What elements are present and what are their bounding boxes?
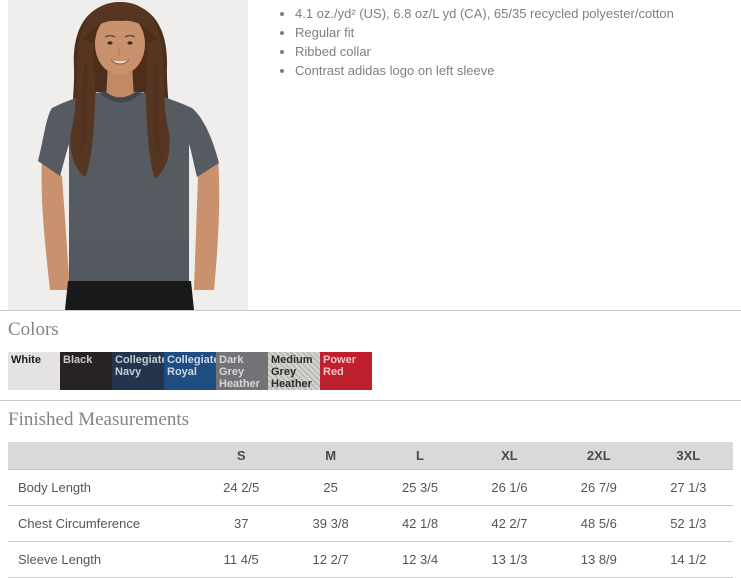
color-swatch-power-red[interactable]: Power Red (320, 352, 372, 390)
color-swatch-collegiate-royal[interactable]: Collegiate Royal (164, 352, 216, 390)
size-column-header: XL (464, 442, 555, 470)
size-column-header: S (196, 442, 286, 470)
measurement-label: Body Length (18, 480, 92, 495)
measurement-value: 12 2/7 (312, 552, 349, 567)
measurement-value: 11 4/5 (223, 552, 259, 567)
divider (0, 310, 741, 311)
feature-item: Contrast adidas logo on left sleeve (295, 64, 674, 78)
measurement-value: 14 1/2 (670, 552, 707, 567)
measurement-value: 27 1/3 (670, 480, 707, 495)
measurement-value: 25 3/5 (401, 480, 439, 495)
measurement-value: 42 2/7 (491, 516, 528, 531)
measurement-value: 39 3/8 (312, 516, 349, 531)
feature-item: Regular fit (295, 26, 674, 40)
color-swatch-black[interactable]: Black (60, 352, 112, 390)
feature-item: 4.1 oz./yd² (US), 6.8 oz/L yd (CA), 65/3… (295, 7, 674, 21)
color-swatch-collegiate-navy[interactable]: Collegiate Navy (112, 352, 164, 390)
measurement-value: 25 (323, 480, 338, 495)
measurement-value: 26 1/6 (491, 480, 528, 495)
measurement-value: 24 2/5 (223, 480, 260, 495)
measurement-value: 48 5/6 (580, 516, 617, 531)
feature-list: 4.1 oz./yd² (US), 6.8 oz/L yd (CA), 65/3… (278, 7, 674, 78)
measurement-row: Sleeve Length 11 4/5 12 2/7 12 3/4 13 1/3 13 … (8, 542, 733, 578)
size-column-header: 3XL (643, 442, 733, 470)
color-swatch-white[interactable]: White (8, 352, 60, 390)
measurement-value: 52 1/3 (670, 516, 707, 531)
color-swatch-medium-grey-heather[interactable]: Medium Grey Heather (268, 352, 320, 390)
size-column-header: L (375, 442, 465, 470)
colors-section-title: Colors (8, 319, 59, 340)
feature-item: Ribbed collar (295, 45, 674, 59)
size-column-header: M (285, 442, 376, 470)
product-photo (8, 0, 248, 310)
size-header-row: S M L XL 2XL 3XL (8, 442, 733, 470)
color-swatch-dark-grey-heather[interactable]: Dark Grey Heather (216, 352, 268, 390)
measurement-value: 26 7/9 (580, 480, 617, 495)
measurement-value: 13 8/9 (580, 552, 617, 567)
feature-section: 4.1 oz./yd² (US), 6.8 oz/L yd (CA), 65/3… (278, 7, 674, 83)
measurement-value: 37 (233, 516, 249, 531)
measurement-value: 13 1/3 (491, 552, 528, 567)
model-illustration (8, 0, 248, 310)
measurement-row: Body Length 24 2/5 25 25 3/5 26 1/6 26 7/9 27 … (8, 470, 733, 506)
measurement-value: 42 1/8 (401, 516, 439, 531)
product-overview: 4.1 oz./yd² (US), 6.8 oz/L yd (CA), 65/3… (0, 0, 741, 310)
measurements-table: S M L XL 2XL 3XL Body Length 24 2/5 25 25 3/5 26 … (8, 442, 733, 578)
measurement-row: Chest Circumference 37 39 3/8 42 1/8 42 2/7 4… (8, 506, 733, 542)
measurement-label: Chest Circumference (18, 516, 141, 531)
measurement-label: Sleeve Length (18, 552, 102, 567)
measurements-body: Body Length 24 2/5 25 25 3/5 26 1/6 26 7/9 27 … (8, 470, 733, 578)
color-swatch-row: White Black Collegiate Navy Collegiate Roya… (8, 352, 741, 390)
measurements-section-title: Finished Measurements (8, 409, 190, 430)
measurement-value: 12 3/4 (401, 552, 439, 567)
measurement-label-header (8, 442, 197, 470)
divider (0, 400, 741, 401)
size-column-header: 2XL (554, 442, 644, 470)
